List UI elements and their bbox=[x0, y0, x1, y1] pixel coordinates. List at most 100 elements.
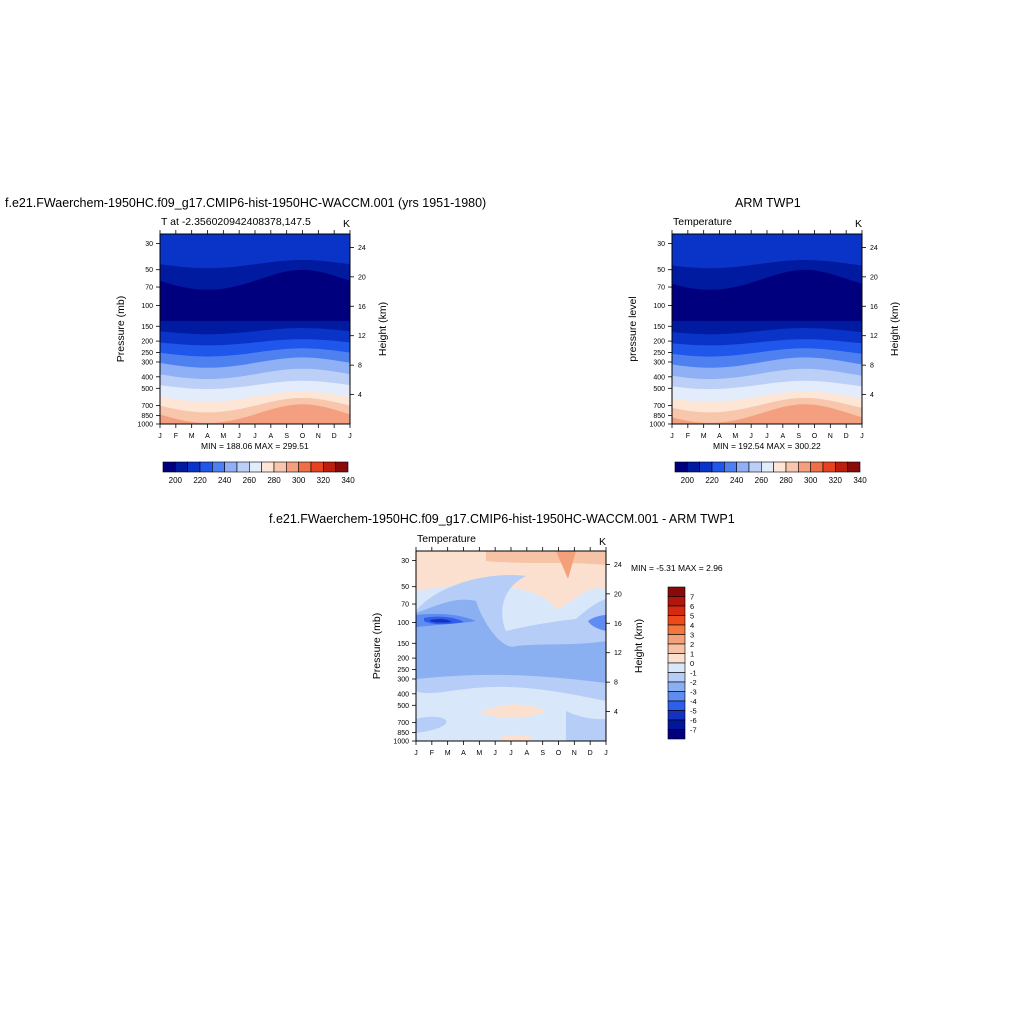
y-tick-label: 70 bbox=[145, 285, 153, 292]
colorbar-label: 3 bbox=[690, 631, 694, 640]
x-tick-label: A bbox=[717, 433, 722, 440]
y-axis-label: Pressure (mb) bbox=[115, 296, 127, 363]
right-tick-label: 16 bbox=[870, 304, 878, 311]
y-tick-label: 500 bbox=[141, 386, 153, 393]
y-tick-label: 300 bbox=[397, 676, 409, 683]
x-tick-label: J bbox=[493, 750, 497, 757]
y-tick-label: 30 bbox=[401, 558, 409, 565]
contour-band bbox=[501, 734, 531, 741]
colorbar-box bbox=[667, 672, 686, 683]
y-tick-label: 100 bbox=[141, 303, 153, 310]
right-tick-label: 4 bbox=[614, 709, 618, 716]
y-tick-label: 250 bbox=[141, 350, 153, 357]
colorbar-label: 200 bbox=[169, 476, 183, 485]
y-tick-label: 50 bbox=[401, 584, 409, 591]
contour-band bbox=[416, 716, 447, 733]
y-tick-label: 250 bbox=[397, 667, 409, 674]
right-axis-label: Height (km) bbox=[889, 302, 901, 356]
x-tick-label: F bbox=[174, 433, 178, 440]
y-tick-label: 100 bbox=[653, 303, 665, 310]
x-tick-label: M bbox=[476, 750, 482, 757]
x-tick-label: S bbox=[284, 433, 289, 440]
x-tick-label: D bbox=[332, 433, 337, 440]
colorbar-box bbox=[667, 634, 686, 645]
panel3-subtitle: Temperature bbox=[417, 533, 476, 545]
panel1-units: K bbox=[343, 218, 351, 230]
x-tick-label: A bbox=[461, 750, 466, 757]
colorbar-label: 340 bbox=[853, 476, 867, 485]
colorbar-box bbox=[847, 461, 861, 473]
y-tick-label: 150 bbox=[397, 641, 409, 648]
contour-band bbox=[430, 618, 452, 623]
right-tick-label: 20 bbox=[870, 274, 878, 281]
colorbar-label: -5 bbox=[690, 707, 697, 716]
y-tick-label: 400 bbox=[653, 374, 665, 381]
x-tick-label: M bbox=[701, 433, 707, 440]
y-tick-label: 700 bbox=[397, 720, 409, 727]
y-tick-label: 1000 bbox=[649, 422, 665, 429]
colorbar-label: -6 bbox=[690, 716, 697, 725]
y-tick-label: 70 bbox=[657, 285, 665, 292]
y-tick-label: 500 bbox=[653, 386, 665, 393]
y-tick-label: 100 bbox=[397, 620, 409, 627]
right-tick-label: 4 bbox=[358, 392, 362, 399]
x-tick-label: O bbox=[812, 433, 818, 440]
x-tick-label: A bbox=[268, 433, 273, 440]
contour-band bbox=[672, 404, 862, 424]
panel3-minmax: MIN = -5.31 MAX = 2.96 bbox=[631, 563, 723, 573]
y-tick-label: 850 bbox=[141, 413, 153, 420]
colorbar-box bbox=[667, 596, 686, 607]
right-axis-label: Height (km) bbox=[633, 619, 645, 673]
panel3-units: K bbox=[599, 536, 607, 548]
colorbar-label: 260 bbox=[755, 476, 769, 485]
colorbar-box bbox=[667, 719, 686, 730]
right-tick-label: 4 bbox=[870, 392, 874, 399]
x-tick-label: J bbox=[860, 433, 864, 440]
x-tick-label: J bbox=[237, 433, 241, 440]
y-tick-label: 50 bbox=[657, 267, 665, 274]
colorbar-label: 7 bbox=[690, 593, 694, 602]
colorbar-label: 240 bbox=[730, 476, 744, 485]
y-tick-label: 400 bbox=[397, 691, 409, 698]
y-tick-label: 1000 bbox=[393, 739, 409, 746]
colorbar-label: 6 bbox=[690, 602, 694, 611]
x-tick-label: S bbox=[796, 433, 801, 440]
contour-band bbox=[160, 404, 350, 424]
right-axis-label: Height (km) bbox=[377, 302, 389, 356]
x-tick-label: A bbox=[780, 433, 785, 440]
colorbar-box bbox=[667, 691, 686, 702]
colorbar-label: 320 bbox=[317, 476, 331, 485]
x-tick-label: M bbox=[189, 433, 195, 440]
colorbar-box bbox=[667, 729, 686, 740]
x-tick-label: N bbox=[316, 433, 321, 440]
x-tick-label: M bbox=[732, 433, 738, 440]
contour-band bbox=[588, 615, 606, 631]
x-tick-label: N bbox=[572, 750, 577, 757]
colorbar-label: 1 bbox=[690, 650, 694, 659]
colorbar-box bbox=[667, 710, 686, 721]
x-tick-label: A bbox=[524, 750, 529, 757]
panel1-subtitle: T at -2.356020942408378,147.5 bbox=[161, 216, 311, 228]
right-tick-label: 8 bbox=[358, 363, 362, 370]
right-tick-label: 8 bbox=[614, 680, 618, 687]
colorbar-label: -7 bbox=[690, 726, 697, 735]
x-tick-label: J bbox=[414, 750, 418, 757]
colorbar-label: 200 bbox=[681, 476, 695, 485]
panel2-minmax: MIN = 192.54 MAX = 300.22 bbox=[713, 441, 821, 451]
right-tick-label: 20 bbox=[358, 274, 366, 281]
colorbar-box bbox=[667, 586, 686, 597]
y-tick-label: 850 bbox=[397, 730, 409, 737]
x-tick-label: F bbox=[430, 750, 434, 757]
colorbar-label: -1 bbox=[690, 669, 697, 678]
y-tick-label: 200 bbox=[141, 339, 153, 346]
y-tick-label: 200 bbox=[397, 656, 409, 663]
colorbar-box bbox=[667, 643, 686, 654]
right-tick-label: 12 bbox=[870, 333, 878, 340]
colorbar-label: -3 bbox=[690, 688, 697, 697]
x-tick-label: J bbox=[158, 433, 162, 440]
y-tick-label: 400 bbox=[141, 374, 153, 381]
x-tick-label: M bbox=[445, 750, 451, 757]
